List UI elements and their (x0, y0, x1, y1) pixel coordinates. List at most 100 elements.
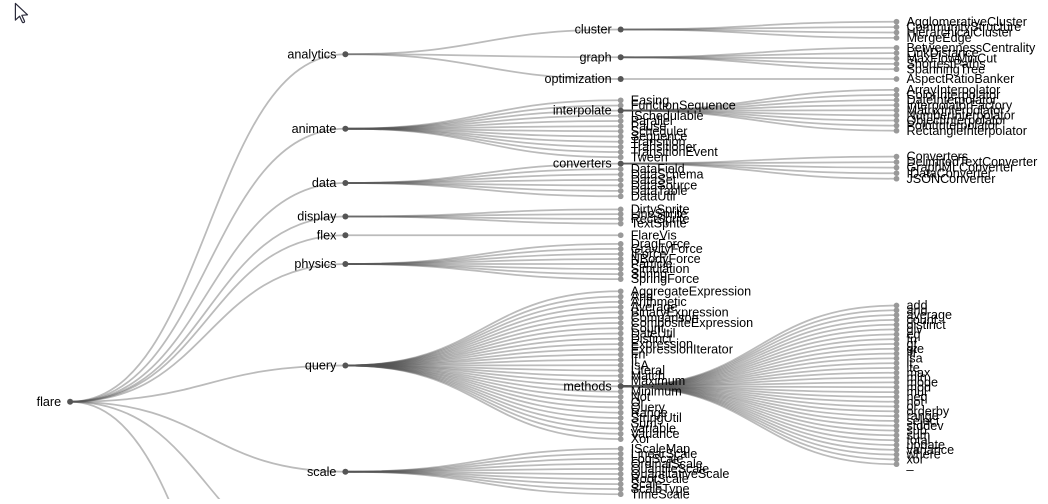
svg-text:If: If (631, 353, 638, 367)
svg-text:ScaleType: ScaleType (631, 482, 690, 496)
svg-text:Distinct: Distinct (631, 332, 673, 346)
svg-text:IScaleMap: IScaleMap (631, 442, 691, 456)
svg-text:xor: xor (907, 453, 925, 467)
svg-text:iff: iff (907, 347, 917, 361)
svg-text:optimization: optimization (544, 72, 611, 86)
svg-text:JSONConverter: JSONConverter (907, 172, 996, 186)
svg-text:sub: sub (907, 424, 927, 438)
svg-text:GravityForce: GravityForce (631, 242, 703, 256)
svg-text:RectangleInterpolator: RectangleInterpolator (907, 124, 1027, 138)
svg-text:Variance: Variance (631, 427, 680, 441)
svg-text:AspectRatioBanker: AspectRatioBanker (907, 72, 1015, 86)
svg-text:ExpressionIterator: ExpressionIterator (631, 343, 733, 357)
svg-text:GraphMLConverter: GraphMLConverter (907, 161, 1015, 175)
svg-text:StringUtil: StringUtil (631, 411, 682, 425)
svg-text:Match: Match (631, 369, 665, 383)
svg-text:Scheduler: Scheduler (631, 124, 688, 138)
svg-text:Minimum: Minimum (631, 385, 682, 399)
svg-text:IDataConverter: IDataConverter (907, 166, 992, 180)
svg-text:DateUtil: DateUtil (631, 327, 676, 341)
svg-text:total: total (907, 433, 931, 447)
svg-text:FlareVis: FlareVis (631, 228, 677, 242)
svg-text:min: min (907, 371, 927, 385)
svg-text:ArrayInterpolator: ArrayInterpolator (907, 83, 1001, 97)
svg-text:Simulation: Simulation (631, 262, 690, 276)
svg-text:eq: eq (907, 328, 921, 342)
svg-text:Variable: Variable (631, 422, 676, 436)
svg-text:Scale: Scale (631, 477, 663, 491)
svg-text:stddev: stddev (907, 419, 945, 433)
svg-text:graph: graph (579, 50, 611, 64)
svg-text:Maximum: Maximum (631, 374, 686, 388)
svg-text:Particle: Particle (631, 257, 673, 271)
svg-text:ISchedulable: ISchedulable (631, 109, 704, 123)
svg-text:range: range (907, 409, 939, 423)
svg-text:DataTable: DataTable (631, 184, 688, 198)
svg-text:Tween: Tween (631, 150, 668, 164)
svg-text:fn: fn (907, 332, 918, 346)
svg-text:AgglomerativeCluster: AgglomerativeCluster (907, 15, 1027, 29)
svg-text:SpringForce: SpringForce (631, 272, 700, 286)
svg-text:gte: gte (907, 342, 925, 356)
svg-text:RectSprite: RectSprite (631, 212, 690, 226)
svg-text:Converters: Converters (907, 150, 969, 164)
svg-text:not: not (907, 395, 925, 409)
svg-text:LogScale: LogScale (631, 452, 684, 466)
svg-text:variance: variance (907, 443, 955, 457)
svg-text:Average: Average (631, 300, 678, 314)
svg-text:NumberInterpolator: NumberInterpolator (907, 109, 1016, 123)
svg-text:where: where (906, 448, 941, 462)
svg-text:scale: scale (307, 465, 336, 479)
svg-text:display: display (297, 210, 337, 224)
svg-text:Transitioner: Transitioner (631, 140, 697, 154)
svg-text:average: average (907, 308, 953, 322)
svg-text:DataSet: DataSet (631, 173, 677, 187)
svg-text:AggregateExpression: AggregateExpression (631, 284, 751, 298)
svg-text:isa: isa (907, 352, 923, 366)
svg-text:add: add (907, 299, 928, 313)
svg-text:data: data (312, 176, 337, 190)
svg-text:Xor: Xor (631, 432, 651, 446)
svg-text:gt: gt (907, 337, 918, 351)
svg-text:ObjectInterpolator: ObjectInterpolator (907, 114, 1007, 128)
svg-text:QuantitativeScale: QuantitativeScale (631, 467, 730, 481)
svg-text:DelimitedTextConverter: DelimitedTextConverter (907, 155, 1038, 169)
svg-text:flex: flex (317, 228, 337, 242)
svg-text:animate: animate (292, 122, 337, 136)
svg-text:ShortestPaths: ShortestPaths (907, 57, 986, 71)
svg-text:Comparison: Comparison (631, 311, 699, 325)
svg-text:_: _ (906, 457, 915, 471)
svg-text:PointInterpolator: PointInterpolator (907, 119, 999, 133)
svg-text:MergeEdge: MergeEdge (907, 31, 972, 45)
svg-text:TransitionEvent: TransitionEvent (631, 145, 719, 159)
svg-text:methods: methods (563, 379, 611, 393)
svg-text:Count: Count (631, 321, 665, 335)
svg-text:IsA: IsA (631, 358, 650, 372)
svg-text:Spring: Spring (631, 267, 667, 281)
svg-text:mod: mod (907, 380, 932, 394)
svg-text:DateInterpolator: DateInterpolator (907, 93, 997, 107)
svg-text:Literal: Literal (631, 364, 665, 378)
svg-text:and: and (907, 303, 928, 317)
svg-text:converters: converters (553, 157, 612, 171)
svg-text:orderby: orderby (907, 404, 950, 418)
svg-text:CompositeExpression: CompositeExpression (631, 316, 754, 330)
svg-text:Range: Range (631, 406, 668, 420)
svg-text:BinaryExpression: BinaryExpression (631, 306, 729, 320)
svg-text:flare: flare (37, 395, 62, 409)
svg-text:FunctionSequence: FunctionSequence (631, 99, 736, 113)
svg-text:or: or (907, 400, 918, 414)
svg-text:MaxFlowMinCut: MaxFlowMinCut (907, 52, 998, 66)
svg-text:IForce: IForce (631, 247, 667, 261)
svg-text:Sum: Sum (631, 416, 657, 430)
svg-text:Easing: Easing (631, 93, 670, 107)
svg-text:DataSource: DataSource (631, 179, 698, 193)
svg-text:mul: mul (907, 385, 927, 399)
svg-text:Arithmetic: Arithmetic (631, 295, 687, 309)
svg-text:Sequence: Sequence (631, 130, 688, 144)
svg-text:cluster: cluster (575, 23, 612, 37)
svg-text:distinct: distinct (907, 318, 947, 332)
svg-text:LinearScale: LinearScale (631, 447, 698, 461)
svg-text:update: update (907, 438, 946, 452)
svg-text:Transition: Transition (631, 135, 686, 149)
